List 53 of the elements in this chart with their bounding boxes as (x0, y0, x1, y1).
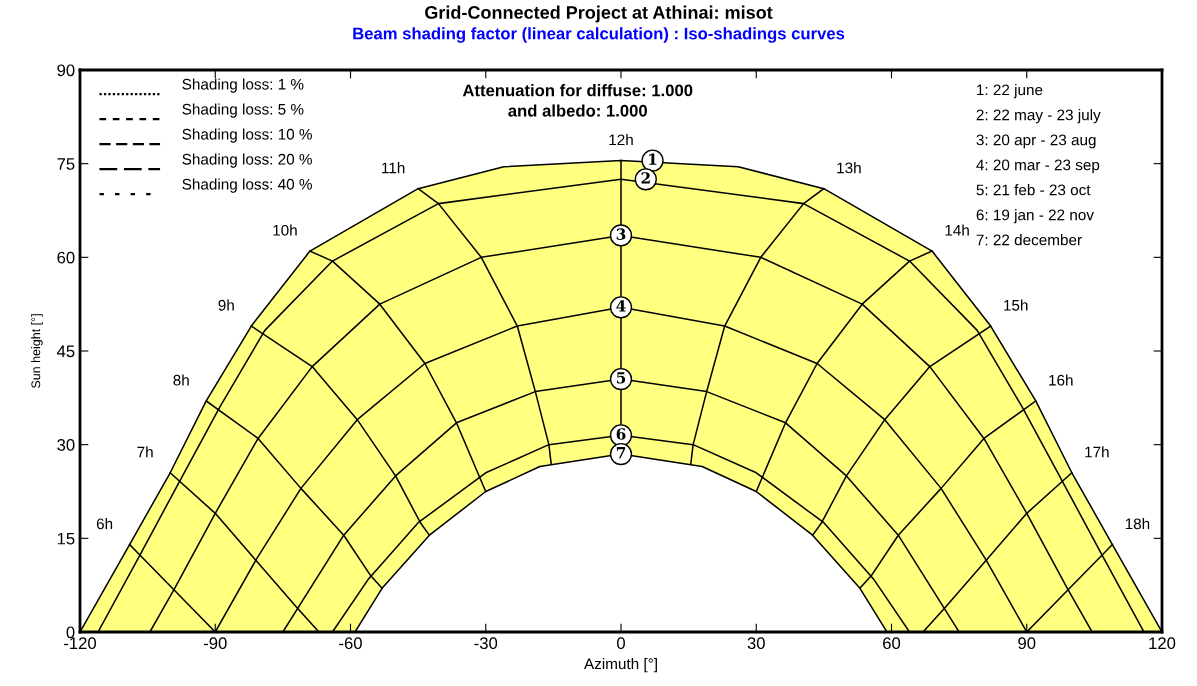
annotation: 5: 21 feb - 23 oct (976, 184, 1091, 196)
annotation: 7h (137, 446, 153, 458)
annotation: 1 (649, 153, 657, 165)
annotation: Shading loss: 10 % (182, 128, 312, 143)
x-tick-label: -90 (203, 637, 227, 650)
annotation: 9h (218, 299, 234, 311)
y-tick-label: 15 (57, 532, 75, 545)
annotation: 13h (837, 162, 861, 174)
annotation: 3: 20 apr - 23 aug (976, 134, 1096, 149)
x-tick-label: 90 (1018, 637, 1036, 650)
annotation: 3 (616, 228, 626, 240)
annotation: Shading loss: 40 % (182, 178, 312, 193)
y-tick-label: 30 (57, 439, 75, 451)
x-axis-title: Azimuth [°] (584, 657, 657, 673)
annotation: 7 (616, 447, 626, 459)
annotation: 6h (96, 518, 113, 530)
x-tick-label: 0 (617, 637, 625, 650)
annotation: 2 (641, 172, 650, 184)
annotation: Shading loss: 5 % (182, 103, 304, 118)
annotation: 8h (173, 374, 189, 386)
annotation: Shading loss: 20 % (182, 153, 312, 168)
y-tick-label: 90 (57, 64, 75, 77)
x-tick-label: -120 (64, 637, 97, 650)
y-tick-label: 0 (66, 626, 75, 639)
annotation: 7: 22 december (976, 234, 1082, 246)
annotation: 10h (273, 224, 297, 236)
annotation: 4: 20 mar - 23 sep (976, 159, 1100, 174)
annotation: 17h (1085, 446, 1109, 458)
x-tick-label: -60 (339, 637, 362, 650)
annotation: 4 (616, 300, 626, 312)
y-tick-label: 60 (57, 251, 75, 264)
annotation: 6 (616, 428, 626, 440)
annotation: 2: 22 may - 23 july (976, 109, 1101, 124)
annotation: Shading loss: 1 % (182, 78, 304, 93)
x-tick-label: -30 (474, 637, 498, 650)
annotation: 12h (609, 133, 633, 146)
y-axis-title: Sun height [°] (31, 314, 43, 389)
x-tick-label: 60 (883, 637, 901, 650)
chart-title: Grid-Connected Project at Athinai: misot (425, 5, 773, 23)
annotation: 5 (616, 372, 626, 384)
annotation: 16h (1049, 374, 1073, 386)
x-tick-label: 120 (1149, 637, 1176, 650)
y-tick-label: 45 (56, 345, 75, 358)
annotation: 6: 19 jan - 22 nov (976, 209, 1094, 224)
annotation: 11h (382, 162, 405, 174)
annotation: 15h (1004, 299, 1028, 311)
chart-subtitle: Beam shading factor (linear calculation) : Iso-shadings curves (353, 27, 845, 43)
annotation: 18h (1125, 518, 1150, 530)
annotation: 14h (945, 224, 969, 236)
y-tick-label: 75 (57, 158, 75, 170)
annotation: Attenuation for diffuse: 1.000 and albedo: 1.000 (462, 84, 693, 117)
annotation: 1: 22 june (977, 84, 1043, 99)
x-tick-label: 30 (747, 637, 765, 650)
